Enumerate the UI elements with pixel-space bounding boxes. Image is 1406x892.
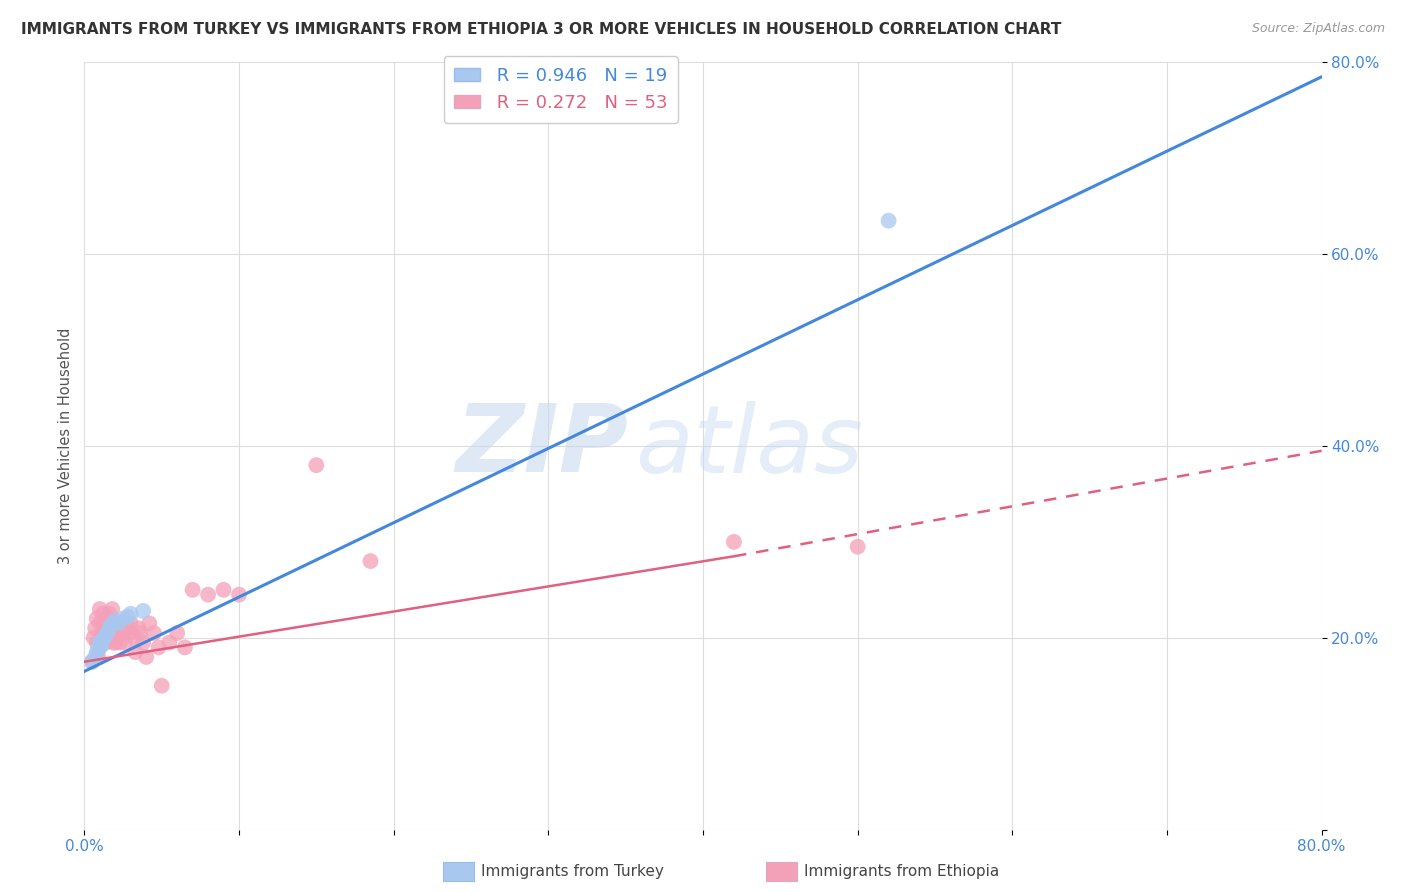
Point: [132, 604, 155, 618]
Point: [846, 540, 869, 554]
Point: [96, 626, 118, 640]
Point: [82, 655, 104, 669]
Point: [90, 635, 112, 649]
Point: [138, 616, 160, 631]
Point: [101, 631, 124, 645]
Point: [90, 639, 112, 653]
Point: [120, 616, 142, 631]
Point: [159, 635, 180, 649]
Point: [197, 588, 219, 602]
Point: [100, 616, 122, 631]
Point: [104, 614, 127, 628]
Point: [112, 626, 135, 640]
Point: [120, 626, 142, 640]
Point: [122, 631, 145, 645]
Point: [174, 640, 197, 655]
Point: [112, 612, 135, 626]
Point: [96, 621, 118, 635]
Point: [129, 626, 152, 640]
Text: Immigrants from Turkey: Immigrants from Turkey: [481, 864, 664, 879]
Point: [877, 213, 900, 227]
Point: [103, 635, 125, 649]
Point: [117, 609, 139, 624]
Point: [143, 626, 166, 640]
Point: [89, 616, 111, 631]
Point: [114, 635, 136, 649]
Point: [101, 602, 124, 616]
Point: [132, 635, 155, 649]
Point: [107, 616, 129, 631]
Legend:  R = 0.946   N = 19,  R = 0.272   N = 53: R = 0.946 N = 19, R = 0.272 N = 53: [443, 56, 678, 123]
Point: [104, 621, 127, 635]
Point: [104, 635, 127, 649]
Point: [91, 632, 114, 647]
Point: [98, 607, 121, 621]
Point: [91, 626, 114, 640]
Point: [96, 612, 118, 626]
Text: IMMIGRANTS FROM TURKEY VS IMMIGRANTS FROM ETHIOPIA 3 OR MORE VEHICLES IN HOUSEHO: IMMIGRANTS FROM TURKEY VS IMMIGRANTS FRO…: [21, 22, 1062, 37]
Point: [93, 631, 115, 645]
Text: Immigrants from Ethiopia: Immigrants from Ethiopia: [804, 864, 1000, 879]
Text: atlas: atlas: [636, 401, 863, 491]
Point: [112, 621, 135, 635]
Point: [212, 582, 235, 597]
Point: [148, 640, 170, 655]
Point: [305, 458, 328, 473]
Point: [107, 616, 129, 631]
Point: [87, 642, 110, 657]
Point: [108, 635, 131, 649]
Point: [101, 616, 124, 631]
Point: [84, 621, 107, 635]
Point: [135, 649, 157, 664]
Point: [86, 645, 108, 659]
Point: [89, 640, 111, 655]
Point: [124, 645, 146, 659]
Point: [228, 588, 250, 602]
Point: [83, 631, 105, 645]
Point: [117, 621, 139, 635]
Point: [181, 582, 204, 597]
Point: [93, 631, 115, 645]
Point: [166, 626, 188, 640]
Point: [82, 655, 104, 669]
Point: [87, 649, 110, 664]
Point: [89, 635, 111, 649]
Point: [91, 607, 114, 621]
Point: [360, 554, 382, 568]
Point: [723, 535, 745, 549]
Y-axis label: 3 or more Vehicles in Household: 3 or more Vehicles in Household: [58, 328, 73, 564]
Point: [127, 621, 149, 635]
Point: [150, 679, 173, 693]
Point: [89, 602, 111, 616]
Point: [98, 621, 121, 635]
Point: [120, 607, 142, 621]
Point: [94, 635, 117, 649]
Text: ZIP: ZIP: [456, 400, 628, 492]
Point: [86, 635, 108, 649]
Text: Source: ZipAtlas.com: Source: ZipAtlas.com: [1251, 22, 1385, 36]
Point: [93, 616, 115, 631]
Point: [105, 626, 128, 640]
Point: [86, 612, 108, 626]
Point: [84, 649, 107, 664]
